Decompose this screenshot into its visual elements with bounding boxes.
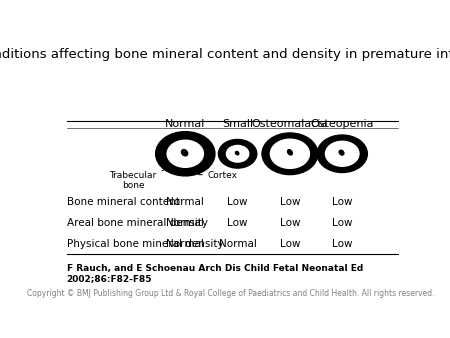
Text: Physical bone mineral density: Physical bone mineral density — [67, 239, 223, 248]
Circle shape — [262, 133, 318, 175]
Text: Copyright © BMJ Publishing Group Ltd & Royal College of Paediatrics and Child He: Copyright © BMJ Publishing Group Ltd & R… — [27, 289, 434, 298]
Ellipse shape — [274, 143, 295, 155]
Ellipse shape — [178, 152, 197, 161]
Text: Low: Low — [279, 239, 300, 248]
Text: Conditions affecting bone mineral content and density in premature infants.: Conditions affecting bone mineral conten… — [0, 48, 450, 62]
Text: 2002;86:F82-F85: 2002;86:F82-F85 — [67, 274, 152, 283]
Text: Normal: Normal — [166, 197, 204, 207]
Circle shape — [317, 135, 367, 172]
Circle shape — [167, 140, 203, 167]
Ellipse shape — [330, 145, 345, 154]
Text: Low: Low — [279, 197, 300, 207]
Text: Normal: Normal — [165, 119, 206, 129]
Text: Areal bone mineral density: Areal bone mineral density — [67, 218, 208, 228]
Text: Cortex: Cortex — [198, 171, 238, 180]
Ellipse shape — [172, 145, 188, 154]
Ellipse shape — [235, 151, 239, 155]
Ellipse shape — [339, 150, 344, 155]
Text: Trabecular
bone: Trabecular bone — [109, 170, 163, 190]
Ellipse shape — [230, 148, 239, 154]
Text: Small: Small — [222, 119, 253, 129]
Circle shape — [226, 145, 249, 162]
Text: Low: Low — [332, 218, 352, 228]
Text: Normal: Normal — [166, 239, 204, 248]
Ellipse shape — [281, 151, 305, 161]
Text: Low: Low — [332, 197, 352, 207]
Text: Low: Low — [227, 197, 248, 207]
Ellipse shape — [234, 153, 244, 158]
Text: Low: Low — [279, 218, 300, 228]
Text: F Rauch, and E Schoenau Arch Dis Child Fetal Neonatal Ed: F Rauch, and E Schoenau Arch Dis Child F… — [67, 265, 363, 273]
Circle shape — [270, 139, 310, 168]
Ellipse shape — [181, 149, 188, 156]
Text: FN: FN — [408, 302, 429, 316]
Ellipse shape — [335, 152, 353, 160]
Text: Normal: Normal — [219, 239, 256, 248]
Text: Low: Low — [227, 218, 248, 228]
Text: Osteopenia: Osteopenia — [310, 119, 374, 129]
Text: Normal: Normal — [166, 218, 204, 228]
Text: Bone mineral content: Bone mineral content — [67, 197, 180, 207]
Circle shape — [218, 140, 257, 168]
Ellipse shape — [288, 150, 292, 155]
Text: Osteomalacia: Osteomalacia — [252, 119, 328, 129]
Text: Low: Low — [332, 239, 352, 248]
Circle shape — [156, 132, 215, 176]
Circle shape — [325, 141, 359, 166]
